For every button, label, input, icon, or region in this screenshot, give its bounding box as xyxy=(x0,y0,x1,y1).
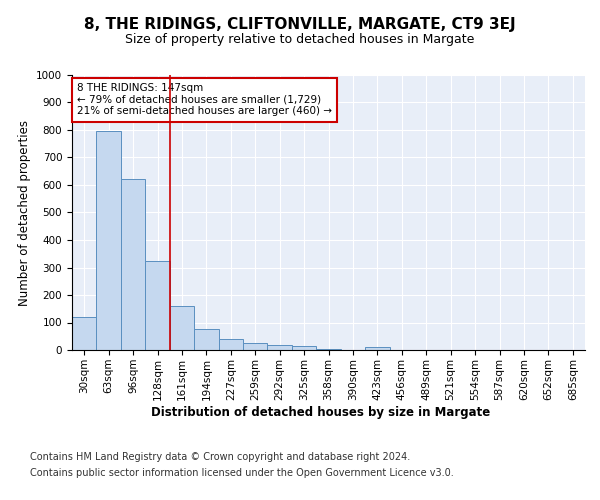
Text: Contains HM Land Registry data © Crown copyright and database right 2024.: Contains HM Land Registry data © Crown c… xyxy=(30,452,410,462)
Y-axis label: Number of detached properties: Number of detached properties xyxy=(17,120,31,306)
Text: Contains public sector information licensed under the Open Government Licence v3: Contains public sector information licen… xyxy=(30,468,454,477)
Bar xyxy=(145,260,170,350)
Bar xyxy=(170,306,194,350)
Bar xyxy=(365,347,389,350)
Bar xyxy=(218,339,243,350)
Bar xyxy=(243,343,268,350)
Bar xyxy=(268,344,292,350)
Bar xyxy=(292,346,316,350)
Bar xyxy=(121,180,145,350)
Text: Size of property relative to detached houses in Margate: Size of property relative to detached ho… xyxy=(125,32,475,46)
Text: Distribution of detached houses by size in Margate: Distribution of detached houses by size … xyxy=(151,406,491,419)
Bar xyxy=(97,132,121,350)
Bar xyxy=(72,317,97,350)
Text: 8 THE RIDINGS: 147sqm
← 79% of detached houses are smaller (1,729)
21% of semi-d: 8 THE RIDINGS: 147sqm ← 79% of detached … xyxy=(77,83,332,116)
Text: 8, THE RIDINGS, CLIFTONVILLE, MARGATE, CT9 3EJ: 8, THE RIDINGS, CLIFTONVILLE, MARGATE, C… xyxy=(84,18,516,32)
Bar xyxy=(316,348,341,350)
Bar xyxy=(194,328,218,350)
